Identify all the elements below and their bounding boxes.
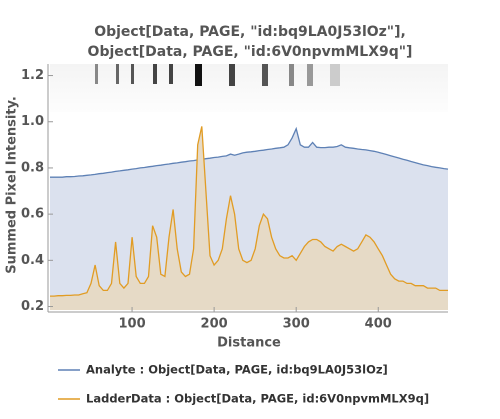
x-tick-label: 200 — [201, 317, 228, 332]
y-tick-label: 0.2 — [21, 299, 44, 314]
y-axis-label: Summed Pixel Intensity. — [5, 96, 20, 274]
legend-label: LadderData : Object[Data, PAGE, id:6V0np… — [86, 392, 429, 406]
legend-label: Analyte : Object[Data, PAGE, id:bq9LA0J5… — [86, 363, 388, 377]
x-tick-label: 100 — [118, 317, 145, 332]
gel-band — [195, 64, 202, 86]
chart-title: Object[Data, PAGE, "id:6V0npvmMLX9q"] — [88, 44, 413, 60]
y-tick-label: 1.0 — [21, 114, 44, 129]
series-area — [50, 126, 448, 311]
gel-band — [330, 64, 340, 86]
y-tick-label: 0.8 — [21, 160, 44, 175]
gel-band — [116, 64, 119, 84]
x-axis-label: Distance — [217, 336, 281, 351]
x-tick-label: 300 — [283, 317, 310, 332]
legend: Analyte : Object[Data, PAGE, id:bq9LA0J5… — [58, 363, 429, 406]
gel-background — [50, 64, 448, 112]
series-line — [50, 126, 448, 297]
gel-band — [307, 64, 313, 86]
gel-band — [153, 64, 157, 84]
y-tick-label: 0.6 — [21, 207, 44, 222]
plot-area — [50, 126, 449, 311]
gel-image — [50, 64, 448, 112]
y-tick-label: 0.4 — [21, 253, 44, 268]
gel-band — [229, 64, 235, 86]
gel-band — [131, 64, 134, 84]
x-tick-label: 400 — [365, 317, 392, 332]
gel-band — [289, 64, 294, 86]
gel-band — [95, 64, 98, 84]
chart-title: Object[Data, PAGE, "id:bq9LA0J53lOz"], — [94, 24, 406, 40]
series-line — [50, 126, 449, 178]
y-tick-label: 1.2 — [21, 68, 44, 83]
gel-band — [169, 64, 173, 84]
gel-band — [262, 64, 268, 86]
